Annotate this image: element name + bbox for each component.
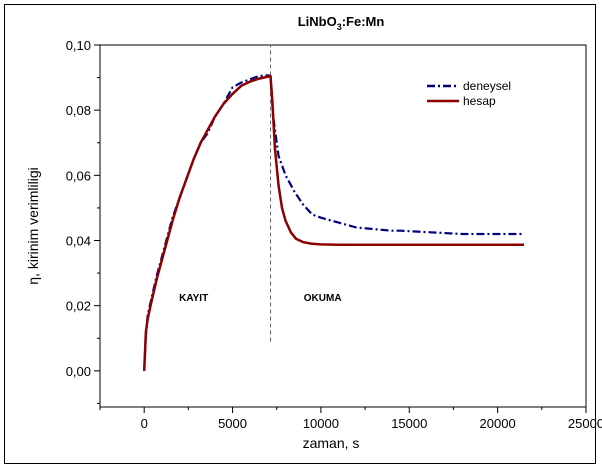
x-tick-label: 15000: [391, 416, 427, 431]
legend-label-hesap: hesap: [463, 94, 496, 108]
y-tick-label: 0,02: [66, 299, 91, 314]
x-tick-label: 0: [141, 416, 148, 431]
y-tick-label: 0,00: [66, 364, 91, 379]
series-line-deneysel: [143, 74, 525, 371]
annotation-label: KAYIT: [179, 293, 208, 304]
y-tick-label: 0,08: [66, 103, 91, 118]
chart-title: LiNbO3:Fe:Mn: [298, 14, 385, 32]
series-line-hesap: [142, 74, 525, 371]
x-tick-label: 20000: [480, 416, 516, 431]
legend-label-deneysel: deneysel: [463, 79, 511, 93]
legend: deneysel hesap: [427, 79, 511, 108]
series-group: [142, 74, 525, 371]
plot-area: [99, 44, 587, 408]
y-axis-title: η, kirinim verimliligi: [25, 167, 41, 284]
x-tick-label: 25000: [568, 416, 602, 431]
x-tick-label: 5000: [218, 416, 247, 431]
axis-ticks: 0 5000 10000 15000 20000 25000 0,00 0,02 0,04 0,0…: [66, 38, 602, 431]
chart-frame: [4, 4, 596, 464]
annotation-label: OKUMA: [304, 293, 342, 304]
annotations: KAYIT OKUMA: [179, 293, 341, 304]
y-tick-label: 0,06: [66, 168, 91, 183]
y-tick-label: 0,10: [66, 38, 91, 53]
x-tick-label: 10000: [303, 416, 339, 431]
y-tick-label: 0,04: [66, 233, 91, 248]
x-axis-title: zaman, s: [303, 435, 360, 451]
